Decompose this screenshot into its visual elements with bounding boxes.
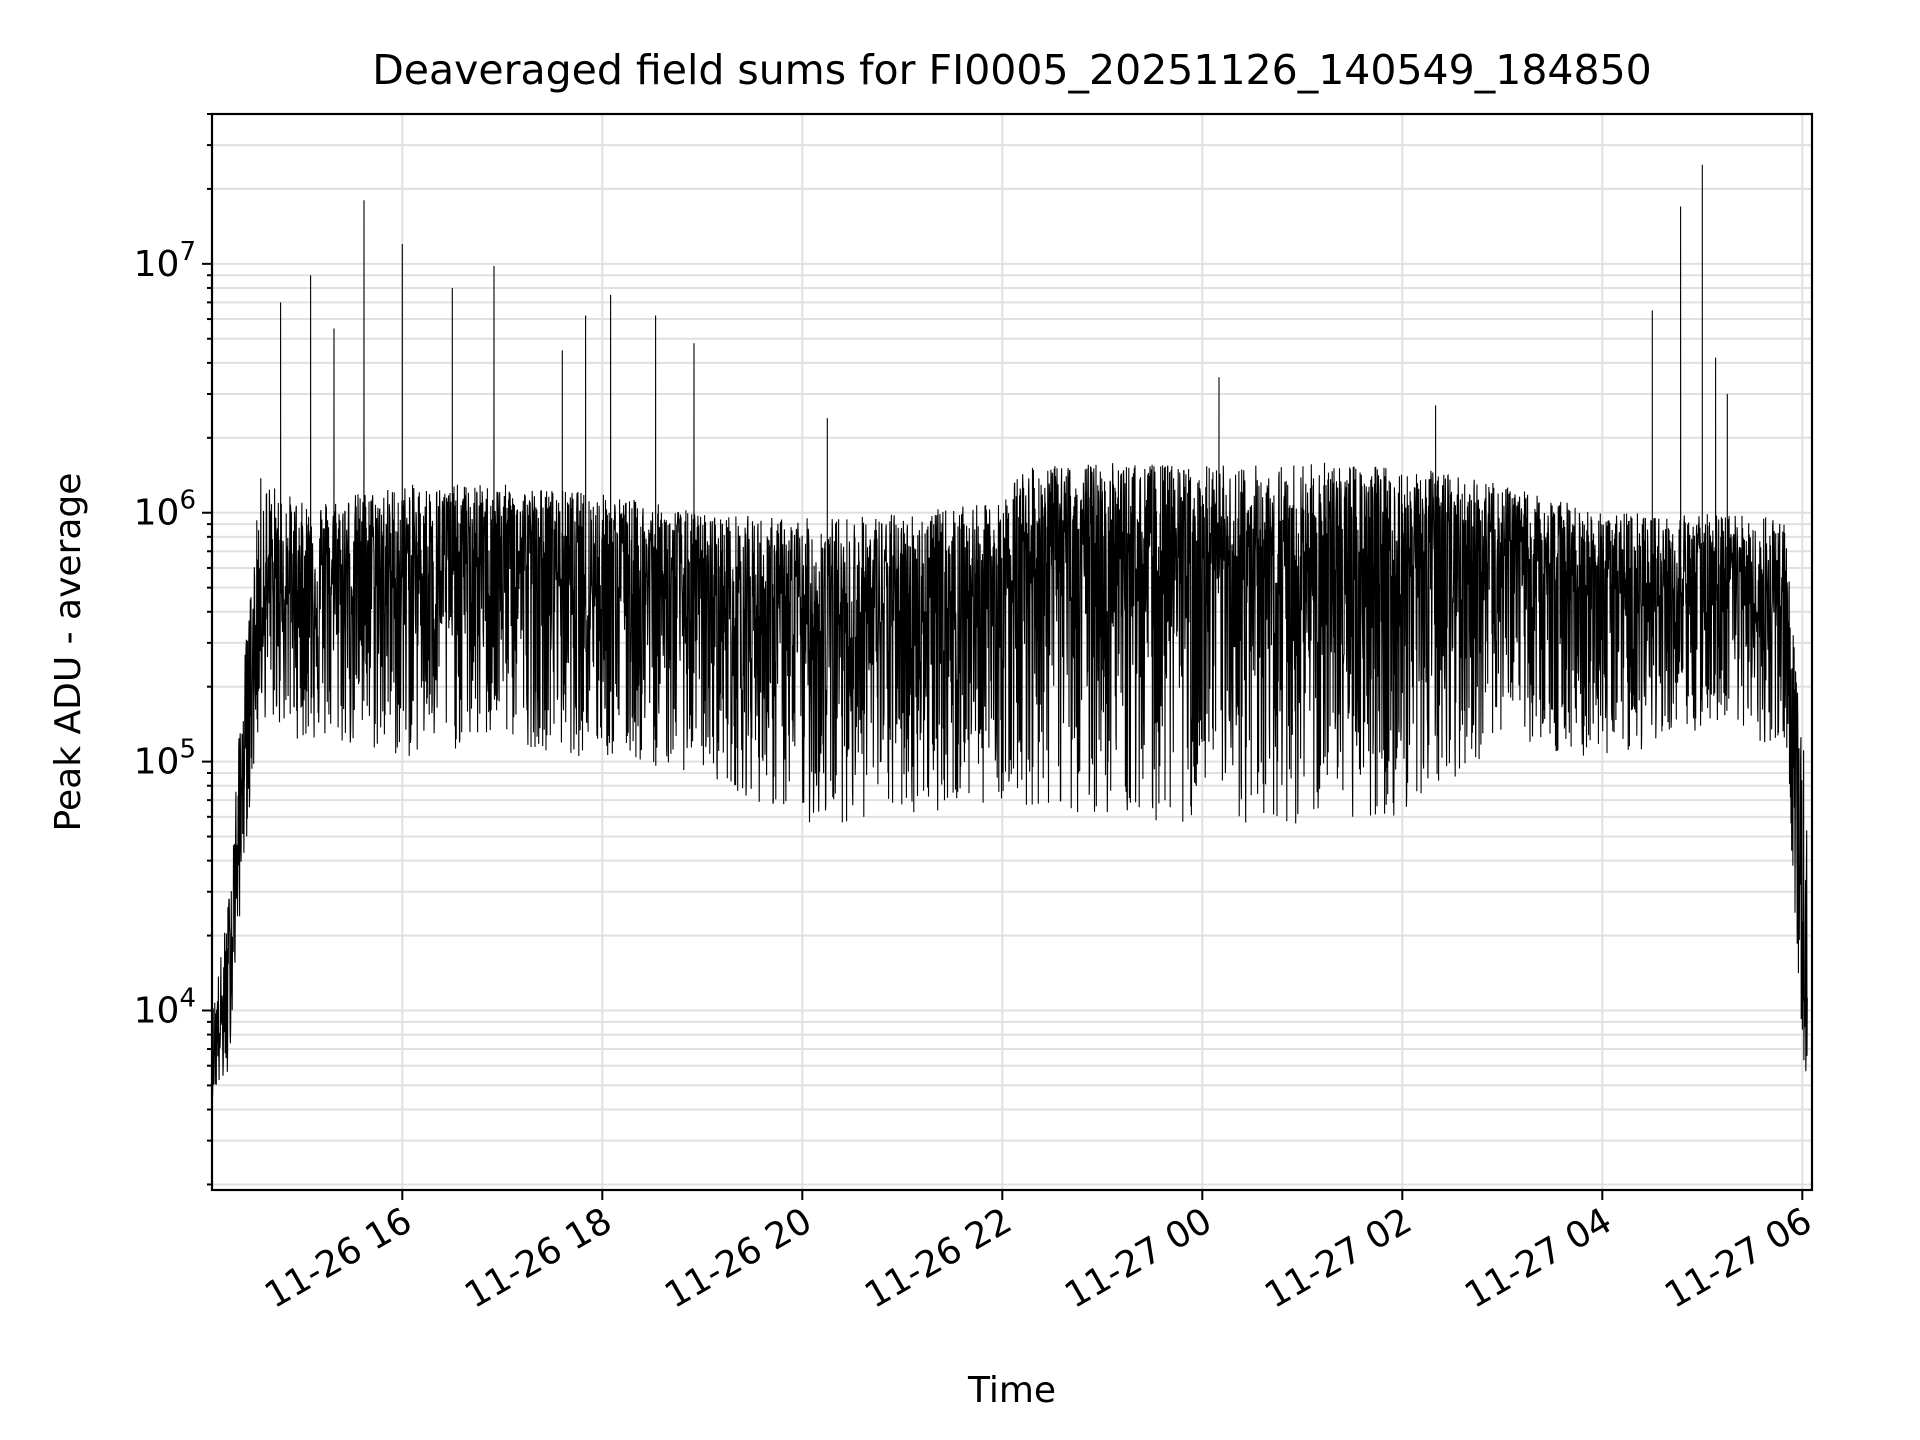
y-tick-label: 105 (134, 735, 196, 783)
grid-lines (212, 113, 1812, 1190)
y-tick-label: 104 (134, 983, 196, 1031)
plot-frame (210, 112, 1814, 1192)
data-series (212, 164, 1808, 1097)
series-line (212, 164, 1808, 1097)
y-tick-label: 106 (134, 486, 196, 534)
y-axis-ticks: 104 105 106 107 (134, 113, 212, 1186)
chart-title: Deaveraged field sums for FI0005_2025112… (372, 46, 1652, 94)
y-tick-label: 107 (134, 237, 196, 285)
y-axis-label: Peak ADU - average (48, 473, 89, 832)
x-axis-label: Time (967, 1370, 1056, 1411)
